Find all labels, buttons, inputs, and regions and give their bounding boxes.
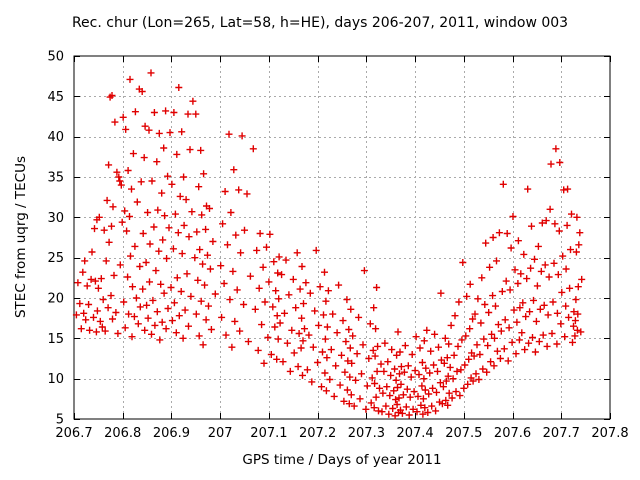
x-tick-label: 207.2 xyxy=(299,426,336,441)
x-tick-label: 207.4 xyxy=(396,426,433,441)
x-tick-label: 207.5 xyxy=(445,426,482,441)
y-tick-label: 10 xyxy=(47,372,64,387)
x-tick-label: 207.6 xyxy=(494,426,531,441)
y-axis-label: STEC from uqrg / TECUs xyxy=(13,156,29,318)
x-tick-label: 206.9 xyxy=(153,426,190,441)
x-axis-label: GPS time / Days of year 2011 xyxy=(242,452,441,468)
y-tick-label: 15 xyxy=(47,332,64,347)
data-points xyxy=(72,69,586,420)
x-tick-label: 207.8 xyxy=(591,426,628,441)
y-tick-label: 20 xyxy=(47,292,64,307)
y-tick-label: 40 xyxy=(47,130,64,145)
plot-border xyxy=(73,55,611,420)
x-tick-label: 207.7 xyxy=(543,426,580,441)
x-tick-label: 207 xyxy=(208,426,233,441)
chart-title: Rec. chur (Lon=265, Lat=58, h=HE), days … xyxy=(72,15,568,31)
x-tick-label: 207.3 xyxy=(348,426,385,441)
y-tick-label: 35 xyxy=(47,171,64,186)
y-tick-label: 50 xyxy=(47,50,64,65)
x-tick-label: 206.8 xyxy=(104,426,141,441)
x-tick-label: 207.1 xyxy=(250,426,287,441)
tick-labels-layer: 206.7 206.8 206.9 207 207.1 207.2 207.3 207.4 20… xyxy=(47,50,628,442)
x-tick-label: 206.7 xyxy=(55,426,92,441)
y-tick-label: 5 xyxy=(56,413,64,428)
y-tick-label: 25 xyxy=(47,251,64,266)
y-tick-label: 30 xyxy=(47,211,64,226)
grid-layer xyxy=(74,56,610,419)
y-tick-label: 45 xyxy=(47,90,64,105)
